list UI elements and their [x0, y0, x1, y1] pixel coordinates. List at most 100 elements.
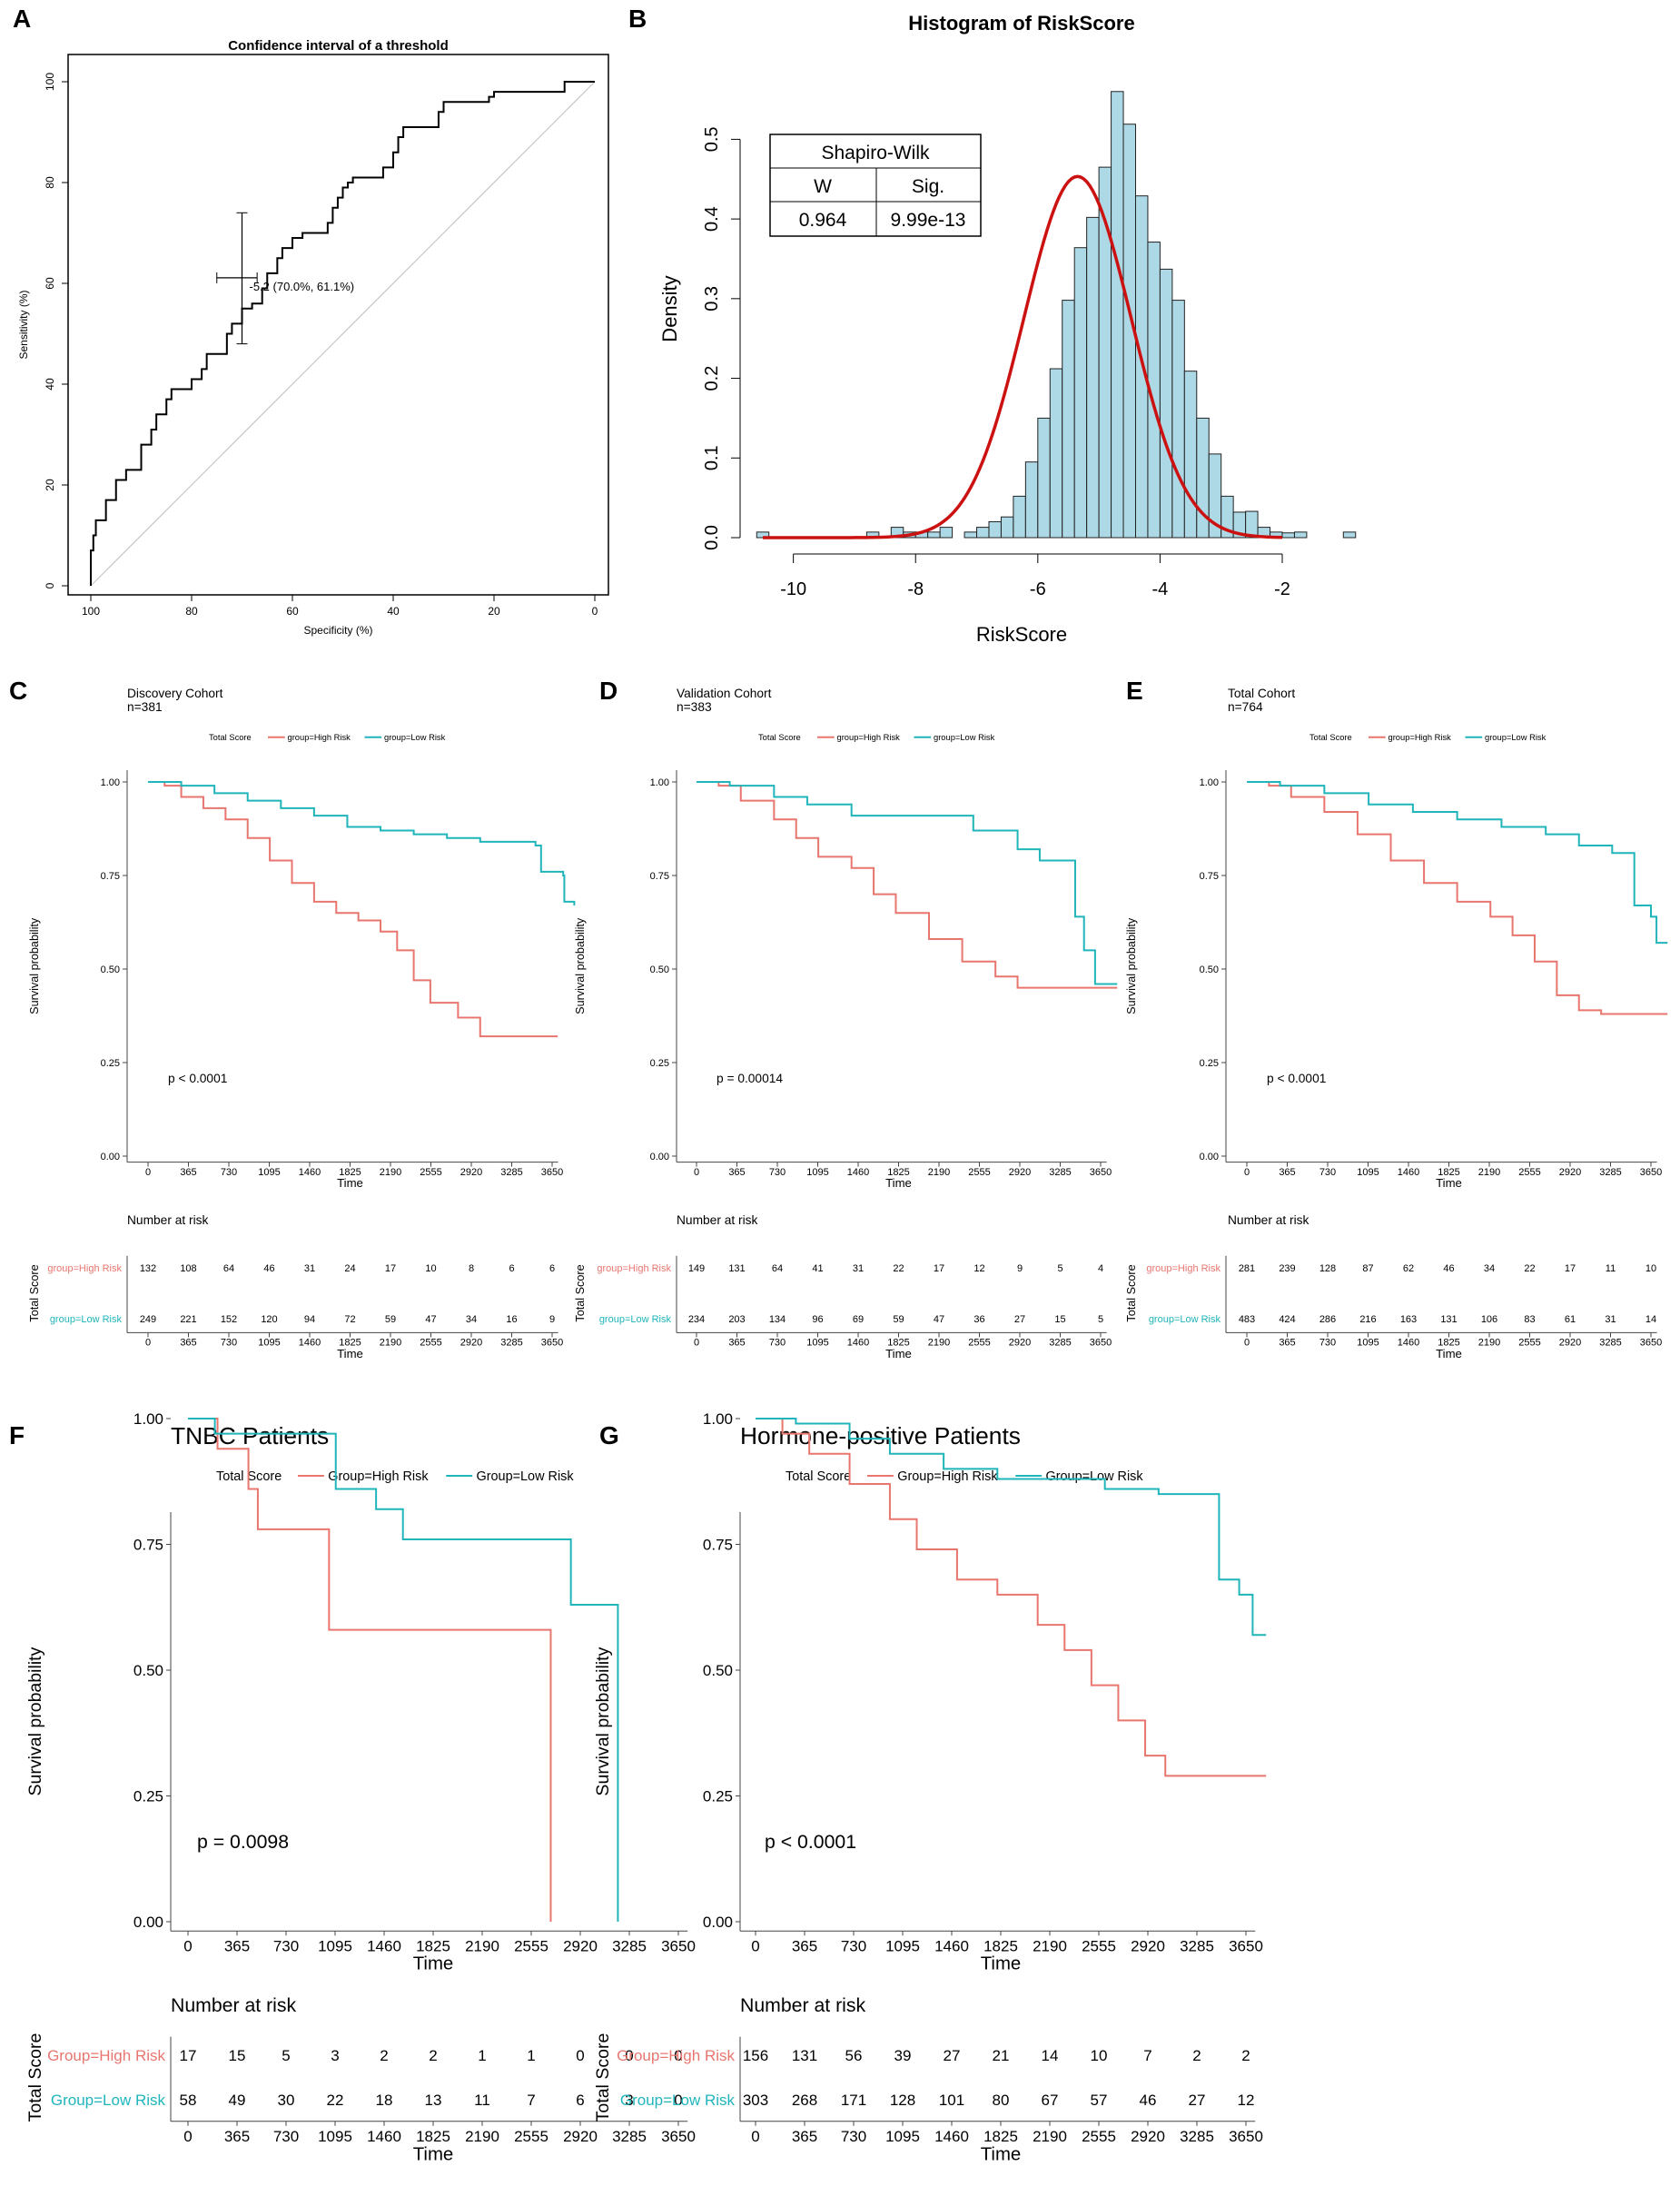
y-tick-label: 0.1 [702, 445, 722, 470]
risk-x-tick-label: 2920 [460, 1338, 482, 1349]
x-tick-label: 2190 [380, 1167, 401, 1178]
histogram-bar [1049, 368, 1063, 539]
cohort-title: TNBC Patients [171, 1422, 329, 1449]
y-tick-label: 0.5 [702, 126, 722, 152]
x-tick-label: -6 [1030, 579, 1046, 599]
cohort-n: n=381 [127, 700, 163, 714]
y-tick-label: 0.75 [101, 871, 120, 882]
risk-count-high: 21 [993, 2047, 1010, 2064]
histogram-bar [1245, 510, 1259, 539]
p-value: p < 0.0001 [168, 1072, 227, 1085]
y-tick-label: 0 [44, 582, 56, 589]
histogram-bar [1293, 531, 1308, 539]
risk-count-low: 83 [1524, 1314, 1535, 1325]
p-value: p < 0.0001 [765, 1831, 856, 1853]
km-curve-high-risk [148, 781, 558, 1038]
histogram-bar [1024, 461, 1039, 539]
x-axis-label: RiskScore [976, 623, 1067, 646]
x-tick-label: 20 [488, 605, 500, 618]
risk-count-high: 3 [331, 2047, 339, 2064]
risk-count-low: 131 [1440, 1314, 1457, 1325]
risk-count-high: 1 [478, 2047, 486, 2064]
p-value: p < 0.0001 [1267, 1072, 1326, 1085]
y-tick-label: 0.00 [650, 1152, 669, 1162]
risk-count-low: 303 [743, 2092, 768, 2109]
risk-count-low: 106 [1481, 1314, 1497, 1325]
risk-count-low: 69 [853, 1314, 864, 1325]
x-axis-label: Specificity (%) [303, 624, 372, 637]
risk-count-low: 18 [376, 2092, 393, 2109]
risk-x-tick-label: 1095 [885, 2128, 920, 2145]
risk-x-tick-label: 2190 [380, 1338, 401, 1349]
risk-count-high: 31 [304, 1263, 315, 1274]
y-tick-label: 1.00 [703, 1410, 733, 1428]
histogram-bar [1086, 216, 1100, 539]
risk-x-tick-label: 3285 [612, 2128, 647, 2145]
x-tick-label: 1460 [299, 1167, 321, 1178]
risk-x-tick-label: 2555 [1518, 1338, 1540, 1349]
histogram-bar [976, 527, 990, 539]
x-tick-label: 2190 [1033, 1937, 1067, 1954]
plot-frame [67, 54, 609, 596]
risk-x-axis-label: Time [885, 1347, 912, 1360]
x-tick-label: -4 [1152, 579, 1169, 599]
risk-row-label-high: group=High Risk [1146, 1263, 1220, 1274]
risk-count-low: 424 [1279, 1314, 1295, 1325]
x-axis-label: Time [337, 1176, 363, 1190]
risk-x-tick-label: 1095 [258, 1338, 280, 1349]
y-axis-label: Survival probability [574, 917, 587, 1014]
risk-count-high: 10 [1091, 2047, 1108, 2064]
risk-x-tick-label: 2920 [563, 2128, 598, 2145]
risk-count-low: 216 [1359, 1314, 1376, 1325]
risk-count-low: 67 [1042, 2092, 1059, 2109]
risk-count-low: 134 [769, 1314, 786, 1325]
risk-x-tick-label: 0 [751, 2128, 759, 2145]
risk-count-low: 15 [1054, 1314, 1065, 1325]
y-tick-label: 40 [44, 378, 56, 391]
y-axis-label: Survival probability [25, 1647, 45, 1795]
cohort-title: Validation Cohort [677, 687, 772, 700]
x-tick-label: 2920 [563, 1937, 598, 1954]
risk-table-title: Number at risk [127, 1213, 209, 1227]
km-curve-high-risk [188, 1418, 552, 1922]
risk-count-low: 163 [1400, 1314, 1417, 1325]
cohort-n: n=764 [1228, 700, 1263, 714]
risk-x-tick-label: 2555 [1082, 2128, 1116, 2145]
histogram-bar [1000, 516, 1014, 539]
risk-x-tick-label: 2190 [465, 2128, 499, 2145]
risk-count-high: 8 [469, 1263, 474, 1274]
risk-x-axis-label: Time [981, 2144, 1022, 2164]
risk-x-tick-label: 365 [1279, 1338, 1295, 1349]
risk-count-low: 22 [327, 2092, 344, 2109]
y-tick-label: 0.3 [702, 286, 722, 312]
y-tick-label: 0.25 [133, 1787, 163, 1805]
x-tick-label: 3650 [661, 1937, 696, 1954]
risk-x-tick-label: 3650 [661, 2128, 696, 2145]
legend-title: Total Score [1309, 733, 1352, 742]
km-curve-low-risk [1247, 781, 1668, 945]
risk-x-tick-label: 2190 [928, 1338, 950, 1349]
risk-count-high: 6 [549, 1263, 555, 1274]
risk-count-low: 47 [425, 1314, 436, 1325]
diagonal-line [90, 81, 596, 587]
risk-table-title: Number at risk [677, 1213, 758, 1227]
x-tick-label: 1825 [416, 1937, 450, 1954]
panel-letter-c: C [9, 677, 27, 705]
risk-row-label-low: group=Low Risk [50, 1314, 123, 1325]
risk-x-tick-label: 3285 [1180, 2128, 1214, 2145]
risk-x-tick-label: 0 [1244, 1338, 1250, 1349]
risk-count-high: 131 [728, 1263, 745, 1274]
risk-count-high: 2 [429, 2047, 437, 2064]
table-header-w: W [814, 176, 832, 197]
risk-x-tick-label: 3285 [1599, 1338, 1621, 1349]
x-tick-label: 1825 [887, 1167, 909, 1178]
legend-label-low: Group=Low Risk [476, 1469, 574, 1484]
risk-count-high: 0 [576, 2047, 584, 2064]
table-title: Shapiro-Wilk [821, 143, 930, 163]
risk-count-high: 4 [1098, 1263, 1103, 1274]
y-tick-label: 0.2 [702, 366, 722, 391]
risk-x-tick-label: 0 [694, 1338, 699, 1349]
legend-label-high: group=High Risk [837, 733, 901, 742]
risk-x-tick-label: 2920 [1131, 2128, 1165, 2145]
